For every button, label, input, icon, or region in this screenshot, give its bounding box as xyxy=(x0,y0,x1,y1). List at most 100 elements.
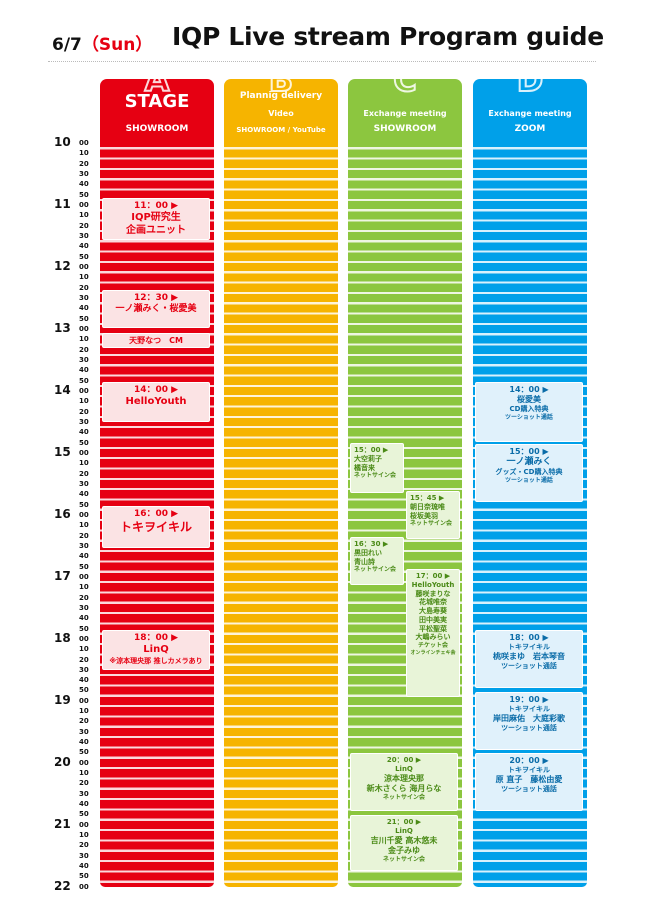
minute-label: 50 xyxy=(79,810,89,819)
minute-label: 50 xyxy=(79,686,89,695)
event-text: 田中美実 xyxy=(419,615,447,624)
event-text: 橘音来 xyxy=(354,463,375,472)
minute-label: 30 xyxy=(79,231,89,240)
minute-label: 00 xyxy=(79,572,89,581)
event-block: 15：00 ▶ 大空莉子 橘音来 ネットサイン会 xyxy=(350,443,404,493)
minute-label: 20 xyxy=(79,469,89,478)
event-block: 14：00 ▶ HelloYouth xyxy=(102,382,210,422)
event-text: 桜坂美羽 xyxy=(410,511,438,520)
minute-label: 10 xyxy=(79,397,89,406)
minute-label: 40 xyxy=(79,800,89,809)
column-d-title: Exchange meeting xyxy=(488,109,572,118)
minute-label: 00 xyxy=(79,386,89,395)
minute-label: 00 xyxy=(79,696,89,705)
event-text: 黒田れい xyxy=(354,548,382,557)
minute-label: 20 xyxy=(79,283,89,292)
event-text: トキヲイキル xyxy=(508,766,550,774)
minute-label: 40 xyxy=(79,738,89,747)
event-text: トキヲイキル xyxy=(508,705,550,713)
event-time: 15：00 ▶ xyxy=(509,447,549,456)
event-time: 20：00 ▶ xyxy=(386,756,422,764)
event-text: 大空莉子 xyxy=(354,454,382,463)
minute-label: 10 xyxy=(79,707,89,716)
event-text: ツーショット通話 xyxy=(501,661,557,670)
minute-label: 00 xyxy=(79,324,89,333)
event-text: ツーショット通話 xyxy=(501,784,557,793)
minute-label: 40 xyxy=(79,862,89,871)
event-block: 20：00 ▶ LinQ 涼本理央那 新木さくら 海月らな ネットサイン会 xyxy=(350,753,458,811)
hour-label: 15 xyxy=(54,444,71,459)
page-header: 6/7（Sun） IQP Live stream Program guide xyxy=(0,22,645,56)
minute-label: 20 xyxy=(79,345,89,354)
event-text: ネットサイン会 xyxy=(410,520,453,528)
column-c-letter: C xyxy=(392,79,417,100)
minute-label: 00 xyxy=(79,200,89,209)
column-b-platform: SHOWROOM / YouTube xyxy=(236,126,326,134)
event-text: ネットサイン会 xyxy=(354,566,397,574)
event-text: 朝日奈琉唯 xyxy=(410,502,445,511)
event-time: 19：00 ▶ xyxy=(509,695,549,704)
minute-label: 30 xyxy=(79,293,89,302)
minute-label: 00 xyxy=(79,634,89,643)
minute-label: 00 xyxy=(79,510,89,519)
minute-label: 40 xyxy=(79,304,89,313)
minute-label: 00 xyxy=(79,262,89,271)
event-text: LinQ xyxy=(395,764,413,773)
minute-label: 30 xyxy=(79,479,89,488)
minute-label: 40 xyxy=(79,490,89,499)
minute-label: 00 xyxy=(79,139,89,147)
minute-label: 40 xyxy=(79,242,89,251)
event-text: 桜愛美 xyxy=(517,395,541,404)
event-text: 涼本理央那 xyxy=(384,773,424,783)
minute-label: 10 xyxy=(79,521,89,530)
minute-label: 20 xyxy=(79,717,89,726)
minute-label: 30 xyxy=(79,603,89,612)
minute-label: 30 xyxy=(79,851,89,860)
minute-label: 00 xyxy=(79,820,89,829)
minute-label: 10 xyxy=(79,583,89,592)
event-time: 11：00 ▶ xyxy=(133,201,179,211)
event-block: 21：00 ▶ LinQ 吉川千愛 高木悠未 金子みゆ ネットサイン会 xyxy=(350,815,458,871)
event-block: 14：00 ▶ 桜愛美 CD購入特典 ツーショット通話 xyxy=(475,382,583,442)
minute-label: 20 xyxy=(79,159,89,168)
minute-label: 30 xyxy=(79,727,89,736)
minute-label: 50 xyxy=(79,376,89,385)
column-c-title: Exchange meeting xyxy=(363,109,447,118)
event-block: 20：00 ▶ トキヲイキル原 直子 藤松由愛 ツーショット通話 xyxy=(475,753,583,811)
event-text: 桃咲まゆ 岩本琴音 xyxy=(493,651,565,661)
minute-label: 10 xyxy=(79,211,89,220)
event-time: 21：00 ▶ xyxy=(386,818,422,826)
column-a-letter: A xyxy=(144,79,171,100)
event-time: 16：30 ▶ xyxy=(354,540,389,548)
event-block: 15：45 ▶ 朝日奈琉唯 桜坂美羽 ネットサイン会 xyxy=(406,491,460,539)
event-time: 15：45 ▶ xyxy=(410,494,445,502)
minute-label: 10 xyxy=(79,831,89,840)
event-text: ネットサイン会 xyxy=(382,855,425,863)
hour-label: 14 xyxy=(54,382,71,397)
minute-label: 00 xyxy=(79,882,89,891)
event-text: トキヲイキル xyxy=(508,643,550,651)
minute-label: 10 xyxy=(79,273,89,282)
minute-label: 00 xyxy=(79,448,89,457)
day-of-week: （Sun） xyxy=(81,35,153,55)
minute-label: 50 xyxy=(79,500,89,509)
minute-label: 50 xyxy=(79,872,89,881)
event-text: 一ノ瀬みく xyxy=(506,457,552,467)
event-text: 藤咲まりな xyxy=(415,589,451,598)
column-c-platform: SHOWROOM xyxy=(373,124,437,134)
hour-label: 11 xyxy=(54,196,71,211)
event-time: 20：00 ▶ xyxy=(509,756,549,765)
hour-label: 10 xyxy=(54,135,71,149)
event-text: IQP研究生 xyxy=(131,212,181,224)
column-b-title: Plannig delivery xyxy=(239,91,323,101)
column-d-platform: ZOOM xyxy=(514,124,546,134)
event-block: 19：00 ▶ トキヲイキル 岸田麻佑 大庭彩歌 ツーショット通話 xyxy=(475,692,583,750)
event-text: 金子みゆ xyxy=(388,845,420,855)
event-text: 岸田麻佑 大庭彩歌 xyxy=(493,713,565,723)
event-time: 14：00 ▶ xyxy=(509,385,549,394)
minute-label: 50 xyxy=(79,562,89,571)
hour-label: 19 xyxy=(54,692,71,707)
minute-label: 50 xyxy=(79,624,89,633)
minute-label: 40 xyxy=(79,366,89,375)
minute-label: 30 xyxy=(79,355,89,364)
